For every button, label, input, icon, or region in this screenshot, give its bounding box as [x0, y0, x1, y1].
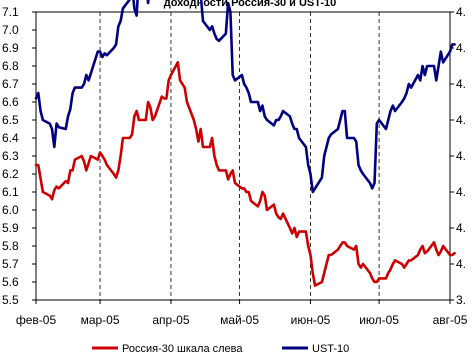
series-layer: [34, 0, 456, 287]
y-left-tick-label: 6.8: [2, 59, 19, 73]
y-right-tick-label: 4.: [456, 221, 466, 235]
vertical-gridlines: [99, 12, 380, 300]
chart-title: доходности Россия-30 и UST-10: [164, 0, 337, 9]
left-y-axis: 5.5 5.6 5.7 5.8 5.9 6.0 6.1 6.2 6.3 6.4 6.5 6.6 6.7 6…: [2, 5, 36, 307]
y-left-tick-label: 6.4: [2, 131, 19, 145]
legend: Россия-30 шкала слева UST-10: [92, 343, 349, 355]
x-tick-label: мар-05: [81, 313, 120, 327]
y-right-tick-label: 4.: [456, 257, 466, 271]
y-left-tick-label: 6.3: [2, 149, 19, 163]
y-left-tick-label: 5.8: [2, 239, 19, 253]
y-right-tick-label: 4.: [456, 113, 466, 127]
right-y-axis: 3. 4. 4. 4. 4. 4. 4. 4. 4.: [450, 5, 466, 307]
series-line-ust10: [34, 0, 456, 194]
x-tick-label: май-05: [220, 313, 259, 327]
legend-label-ust10: UST-10: [312, 343, 349, 355]
y-left-tick-label: 5.9: [2, 221, 19, 235]
x-tick-label: июл-05: [359, 313, 399, 327]
y-left-tick-label: 5.6: [2, 275, 19, 289]
y-right-tick-label: 4.: [456, 149, 466, 163]
y-right-tick-label: 3.: [456, 293, 466, 307]
y-left-tick-label: 6.7: [2, 77, 19, 91]
x-tick-label: авг-05: [433, 313, 468, 327]
legend-label-russia30: Россия-30 шкала слева: [122, 343, 243, 355]
y-left-tick-label: 6.0: [2, 203, 19, 217]
y-left-tick-label: 5.5: [2, 293, 19, 307]
y-left-tick-label: 6.5: [2, 113, 19, 127]
x-axis: фев-05 мар-05 апр-05 май-05 июн-05 июл-05 авг-…: [16, 300, 468, 327]
y-right-tick-label: 4.: [456, 5, 466, 19]
y-left-tick-label: 6.1: [2, 185, 19, 199]
y-right-tick-label: 4.: [456, 41, 466, 55]
y-left-tick-label: 5.7: [2, 257, 19, 271]
series-line-russia30: [34, 61, 456, 287]
y-left-tick-label: 6.2: [2, 167, 19, 181]
y-left-tick-label: 7.1: [2, 5, 19, 19]
y-left-tick-label: 7.0: [2, 23, 19, 37]
y-left-tick-label: 6.6: [2, 95, 19, 109]
y-left-tick-label: 6.9: [2, 41, 19, 55]
x-tick-label: фев-05: [16, 313, 57, 327]
y-right-tick-label: 4.: [456, 77, 466, 91]
x-tick-label: июн-05: [291, 313, 331, 327]
y-right-tick-label: 4.: [456, 185, 466, 199]
x-tick-label: апр-05: [152, 313, 190, 327]
